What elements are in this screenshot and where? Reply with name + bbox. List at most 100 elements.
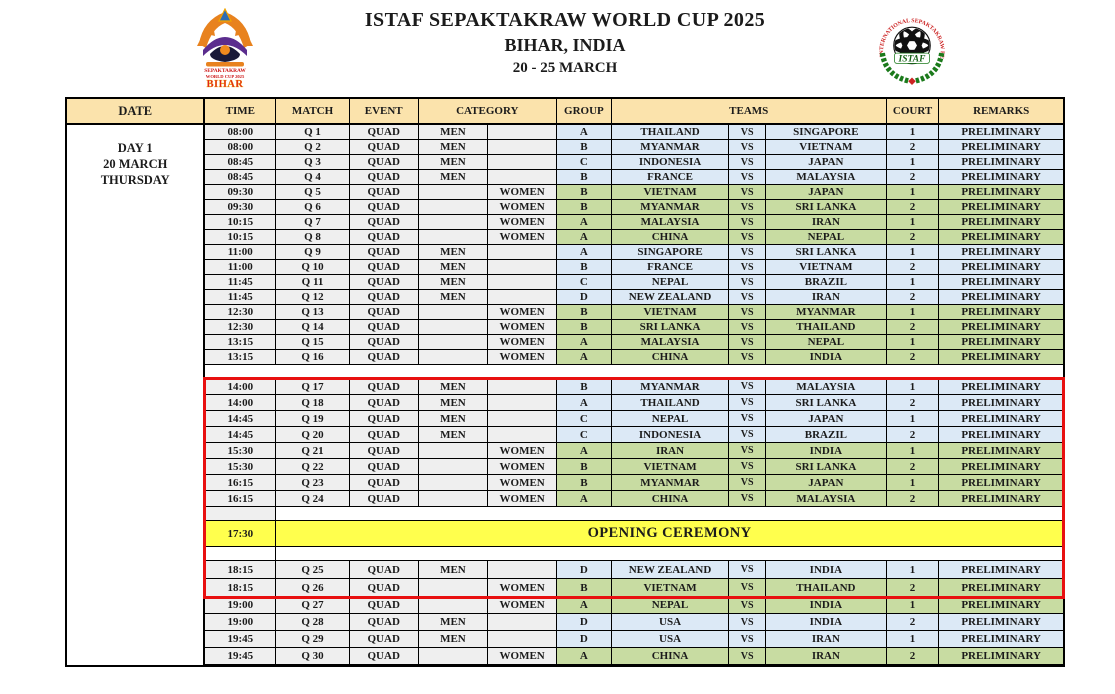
vs-cell: VS <box>729 350 767 364</box>
category-women-cell: WOMEN <box>488 648 557 664</box>
court-cell: 1 <box>886 155 940 169</box>
match-row: 14:00 Q 17 QUAD MEN B MYANMAR VS MALAYSIA 1 PRELI… <box>205 379 1063 395</box>
event-cell: QUAD <box>349 260 419 274</box>
category-men-cell: MEN <box>418 561 489 578</box>
match-row: 11:00 Q 10 QUAD MEN B FRANCE VS VIETNAM 2 PRELIMI… <box>205 260 1063 275</box>
page-subtitle-location: BIHAR, INDIA <box>504 35 626 55</box>
team-home-cell: USA <box>611 631 730 647</box>
group-cell: B <box>557 170 612 184</box>
court-cell: 1 <box>886 335 940 349</box>
time-cell: 16:15 <box>205 491 277 506</box>
group-cell: A <box>557 648 612 664</box>
category-men-cell: MEN <box>418 427 489 442</box>
court-cell: 2 <box>886 320 940 334</box>
match-row: 12:30 Q 13 QUAD WOMEN B VIETNAM VS MYANMAR 1 PREL… <box>205 305 1063 320</box>
remarks-cell: PRELIMINARY <box>939 275 1063 289</box>
court-cell: 2 <box>886 491 940 506</box>
match-cell: Q 14 <box>276 320 350 334</box>
match-cell: Q 16 <box>276 350 350 364</box>
category-women-cell <box>488 631 557 647</box>
team-away-cell: SRI LANKA <box>766 245 887 259</box>
team-home-cell: NEW ZEALAND <box>611 561 730 578</box>
spacer-row <box>205 547 1063 561</box>
time-cell: 09:30 <box>205 200 277 214</box>
category-men-cell: MEN <box>418 395 489 410</box>
event-cell: QUAD <box>349 614 419 630</box>
team-home-cell: THAILAND <box>611 125 730 139</box>
category-men-cell: MEN <box>418 260 489 274</box>
team-home-cell: SINGAPORE <box>611 245 730 259</box>
time-cell: 13:15 <box>205 335 277 349</box>
team-home-cell: CHINA <box>611 648 730 664</box>
match-cell: Q 20 <box>276 427 350 442</box>
spacer-time-cell <box>205 547 277 560</box>
team-away-cell: THAILAND <box>766 320 887 334</box>
remarks-cell: PRELIMINARY <box>939 215 1063 229</box>
match-row: 19:00 Q 28 QUAD MEN D USA VS INDIA 2 PRELIMINARY <box>205 614 1063 631</box>
remarks-cell: PRELIMINARY <box>939 561 1063 578</box>
event-cell: QUAD <box>349 459 419 474</box>
time-cell: 12:30 <box>205 320 277 334</box>
category-women-cell: WOMEN <box>488 200 557 214</box>
team-home-cell: VIETNAM <box>611 579 730 596</box>
team-home-cell: CHINA <box>611 350 730 364</box>
match-row: 09:30 Q 6 QUAD WOMEN B MYANMAR VS SRI LANKA 2 PRE… <box>205 200 1063 215</box>
category-women-cell <box>488 561 557 578</box>
group-cell: C <box>557 427 612 442</box>
court-cell: 2 <box>886 170 940 184</box>
category-men-cell <box>418 491 489 506</box>
time-cell: 08:00 <box>205 125 277 139</box>
team-home-cell: NEPAL <box>611 411 730 426</box>
istaf-logo-icon: INTERNATIONAL SEPAKTAKRAW FEDERATION IST… <box>872 5 950 89</box>
event-cell: QUAD <box>349 305 419 319</box>
event-cell: QUAD <box>349 125 419 139</box>
vs-cell: VS <box>729 170 767 184</box>
group-cell: A <box>557 491 612 506</box>
court-cell: 1 <box>886 245 940 259</box>
team-home-cell: INDONESIA <box>611 427 730 442</box>
match-row: 09:30 Q 5 QUAD WOMEN B VIETNAM VS JAPAN 1 PRELIMI… <box>205 185 1063 200</box>
day-date: 20 MARCH <box>103 157 168 171</box>
group-cell: B <box>557 579 612 596</box>
team-home-cell: NEW ZEALAND <box>611 290 730 304</box>
category-men-cell <box>418 443 489 458</box>
match-row: 12:30 Q 14 QUAD WOMEN B SRI LANKA VS THAILAND 2 P… <box>205 320 1063 335</box>
match-cell: Q 24 <box>276 491 350 506</box>
match-row: 14:45 Q 19 QUAD MEN C NEPAL VS JAPAN 1 PRELIMINAR… <box>205 411 1063 427</box>
event-cell: QUAD <box>349 140 419 154</box>
team-home-cell: VIETNAM <box>611 459 730 474</box>
vs-cell: VS <box>729 260 767 274</box>
team-home-cell: FRANCE <box>611 260 730 274</box>
remarks-cell: PRELIMINARY <box>939 335 1063 349</box>
category-women-cell: WOMEN <box>488 350 557 364</box>
match-row: 13:15 Q 15 QUAD WOMEN A MALAYSIA VS NEPAL 1 PRELI… <box>205 335 1063 350</box>
group-cell: B <box>557 475 612 490</box>
match-cell: Q 4 <box>276 170 350 184</box>
team-away-cell: NEPAL <box>766 230 887 244</box>
match-row: 10:15 Q 8 QUAD WOMEN A CHINA VS NEPAL 2 PRELIMINA… <box>205 230 1063 245</box>
team-away-cell: SRI LANKA <box>766 200 887 214</box>
match-cell: Q 15 <box>276 335 350 349</box>
remarks-cell: PRELIMINARY <box>939 170 1063 184</box>
time-cell: 08:45 <box>205 155 277 169</box>
remarks-cell: PRELIMINARY <box>939 185 1063 199</box>
time-cell: 14:45 <box>205 411 277 426</box>
match-cell: Q 9 <box>276 245 350 259</box>
team-home-cell: MALAYSIA <box>611 215 730 229</box>
category-women-cell <box>488 245 557 259</box>
group-cell: D <box>557 614 612 630</box>
group-cell: D <box>557 561 612 578</box>
category-men-cell <box>418 648 489 664</box>
group-cell: B <box>557 379 612 394</box>
remarks-cell: PRELIMINARY <box>939 155 1063 169</box>
group-cell: B <box>557 459 612 474</box>
category-men-cell <box>418 230 489 244</box>
team-away-cell: VIETNAM <box>766 260 887 274</box>
group-cell: A <box>557 335 612 349</box>
vs-cell: VS <box>729 290 767 304</box>
court-cell: 1 <box>886 561 940 578</box>
team-home-cell: VIETNAM <box>611 185 730 199</box>
team-home-cell: INDONESIA <box>611 155 730 169</box>
time-cell: 13:15 <box>205 350 277 364</box>
